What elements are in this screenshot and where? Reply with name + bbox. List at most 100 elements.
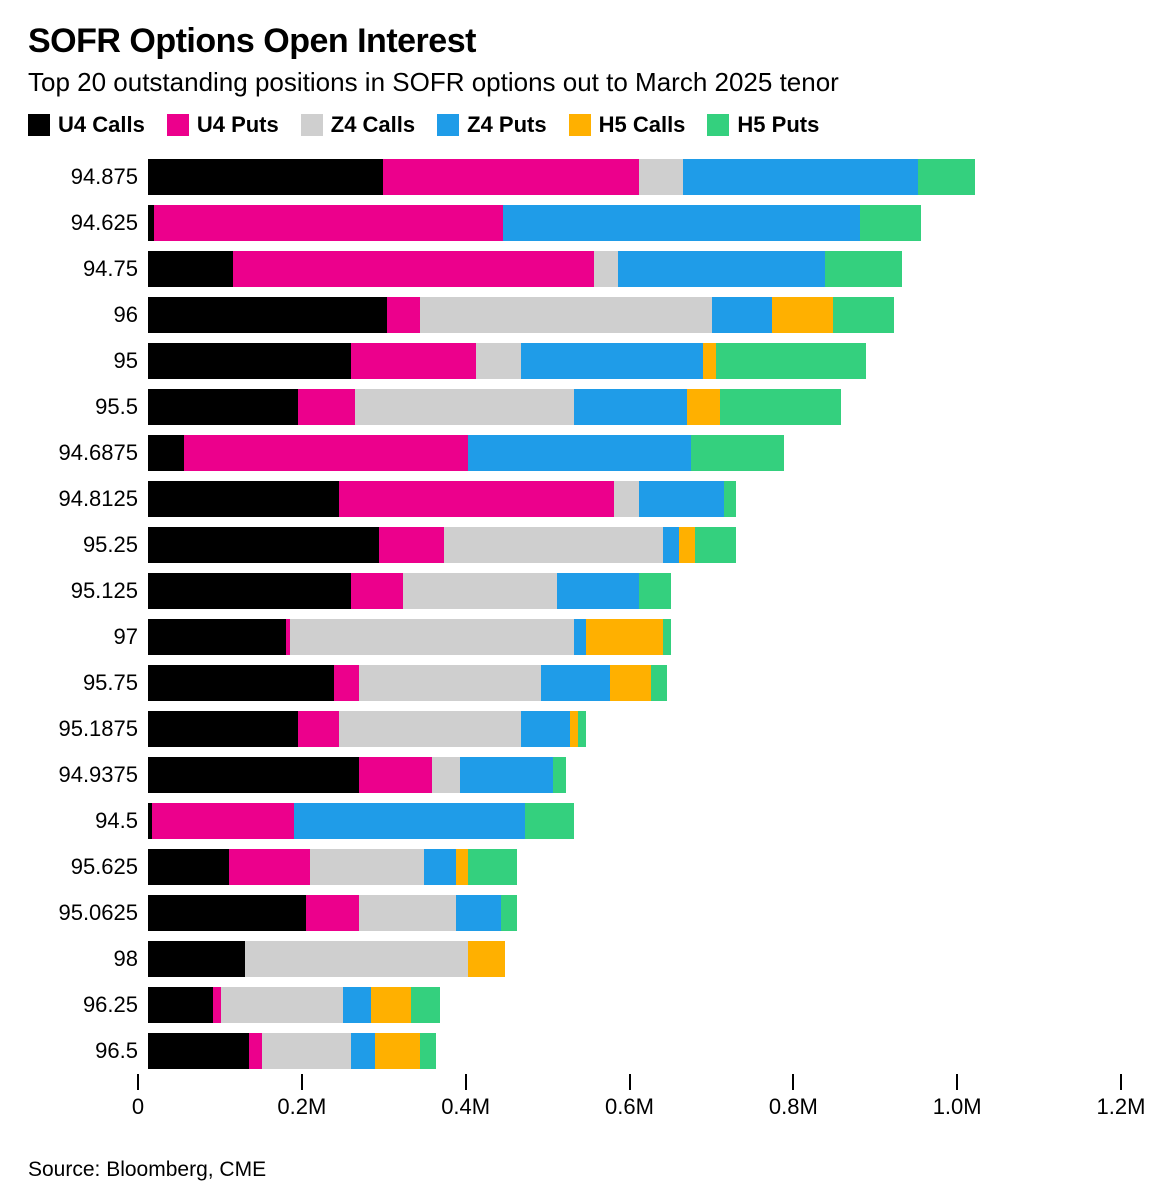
bar-segment-u4-puts — [152, 803, 294, 839]
bar-track — [148, 890, 1121, 936]
bar-segment-u4-calls — [148, 849, 229, 885]
bar-track — [148, 1028, 1121, 1074]
stacked-bar — [148, 941, 505, 977]
legend-item: U4 Puts — [167, 112, 279, 138]
bar-segment-u4-calls — [148, 527, 379, 563]
bar-segment-u4-calls — [148, 481, 339, 517]
y-axis-label: 97 — [28, 624, 148, 650]
bar-segment-u4-calls — [148, 757, 359, 793]
bar-segment-h5-puts — [691, 435, 784, 471]
chart-row: 96 — [28, 292, 1121, 338]
y-axis-label: 95.75 — [28, 670, 148, 696]
chart-subtitle: Top 20 outstanding positions in SOFR opt… — [28, 67, 1121, 98]
x-axis-tick: 1.2M — [1121, 1074, 1122, 1090]
bar-segment-h5-puts — [651, 665, 667, 701]
chart-row: 96.5 — [28, 1028, 1121, 1074]
legend-swatch — [569, 114, 591, 136]
x-axis-tick-label: 0.4M — [441, 1094, 490, 1120]
bar-segment-z4-puts — [574, 619, 586, 655]
y-axis-label: 94.5 — [28, 808, 148, 834]
chart-row: 94.625 — [28, 200, 1121, 246]
legend-label: U4 Calls — [58, 112, 145, 138]
chart-row: 95.75 — [28, 660, 1121, 706]
bar-segment-u4-puts — [249, 1033, 261, 1069]
x-axis-tick: 1.0M — [957, 1074, 958, 1090]
bar-segment-u4-puts — [334, 665, 358, 701]
bar-segment-z4-puts — [351, 1033, 375, 1069]
bar-segment-z4-calls — [476, 343, 521, 379]
stacked-bar — [148, 159, 975, 195]
chart-row: 94.8125 — [28, 476, 1121, 522]
bar-segment-h5-puts — [860, 205, 921, 241]
bar-segment-u4-puts — [351, 573, 404, 609]
legend-label: H5 Calls — [599, 112, 686, 138]
bar-segment-h5-puts — [525, 803, 574, 839]
chart-plot-area: 94.87594.62594.75969595.594.687594.81259… — [28, 154, 1121, 1074]
legend-label: U4 Puts — [197, 112, 279, 138]
bar-segment-z4-puts — [468, 435, 691, 471]
bar-track — [148, 982, 1121, 1028]
stacked-bar — [148, 803, 574, 839]
bar-track — [148, 798, 1121, 844]
y-axis-label: 94.625 — [28, 210, 148, 236]
bar-segment-h5-calls — [570, 711, 578, 747]
chart-row: 96.25 — [28, 982, 1121, 1028]
bar-segment-h5-calls — [610, 665, 651, 701]
y-axis-label: 96 — [28, 302, 148, 328]
chart-row: 94.6875 — [28, 430, 1121, 476]
bar-segment-u4-puts — [213, 987, 221, 1023]
bar-track — [148, 154, 1121, 200]
tick-mark — [792, 1074, 794, 1090]
bar-track — [148, 338, 1121, 384]
bar-segment-h5-puts — [639, 573, 671, 609]
bar-segment-h5-puts — [411, 987, 439, 1023]
legend-swatch — [301, 114, 323, 136]
bar-segment-z4-calls — [310, 849, 424, 885]
bar-segment-z4-calls — [594, 251, 618, 287]
x-axis-tick: 0.6M — [630, 1074, 631, 1090]
bar-segment-u4-puts — [359, 757, 432, 793]
bar-segment-z4-calls — [403, 573, 557, 609]
bar-segment-u4-puts — [184, 435, 468, 471]
bar-track — [148, 430, 1121, 476]
y-axis-label: 94.8125 — [28, 486, 148, 512]
bar-segment-h5-calls — [375, 1033, 420, 1069]
bar-segment-u4-puts — [298, 389, 355, 425]
bar-segment-u4-calls — [148, 895, 306, 931]
bar-segment-z4-puts — [618, 251, 825, 287]
bar-segment-h5-puts — [420, 1033, 436, 1069]
legend-item: Z4 Puts — [437, 112, 546, 138]
bar-segment-z4-calls — [290, 619, 574, 655]
bar-segment-u4-puts — [298, 711, 339, 747]
stacked-bar — [148, 343, 866, 379]
bar-segment-z4-puts — [557, 573, 638, 609]
bar-track — [148, 568, 1121, 614]
stacked-bar — [148, 205, 921, 241]
stacked-bar — [148, 251, 902, 287]
chart-source: Source: Bloomberg, CME — [28, 1158, 1121, 1182]
bar-track — [148, 292, 1121, 338]
stacked-bar — [148, 1033, 436, 1069]
x-axis-tick: 0.4M — [466, 1074, 467, 1090]
y-axis-label: 95 — [28, 348, 148, 374]
bar-segment-u4-calls — [148, 573, 351, 609]
y-axis-label: 98 — [28, 946, 148, 972]
bar-track — [148, 200, 1121, 246]
legend-item: H5 Puts — [707, 112, 819, 138]
bar-segment-u4-puts — [351, 343, 477, 379]
chart-row: 97 — [28, 614, 1121, 660]
bar-segment-z4-calls — [444, 527, 663, 563]
y-axis-label: 94.875 — [28, 164, 148, 190]
bar-segment-z4-puts — [639, 481, 724, 517]
stacked-bar — [148, 573, 671, 609]
bar-segment-u4-puts — [379, 527, 444, 563]
bar-segment-z4-calls — [359, 665, 541, 701]
legend-item: U4 Calls — [28, 112, 145, 138]
bar-segment-u4-puts — [233, 251, 594, 287]
stacked-bar — [148, 297, 894, 333]
x-axis-tick: 0.8M — [793, 1074, 794, 1090]
bar-segment-z4-puts — [343, 987, 371, 1023]
x-axis-tick-label: 0.2M — [277, 1094, 326, 1120]
y-axis-label: 95.25 — [28, 532, 148, 558]
stacked-bar — [148, 849, 517, 885]
